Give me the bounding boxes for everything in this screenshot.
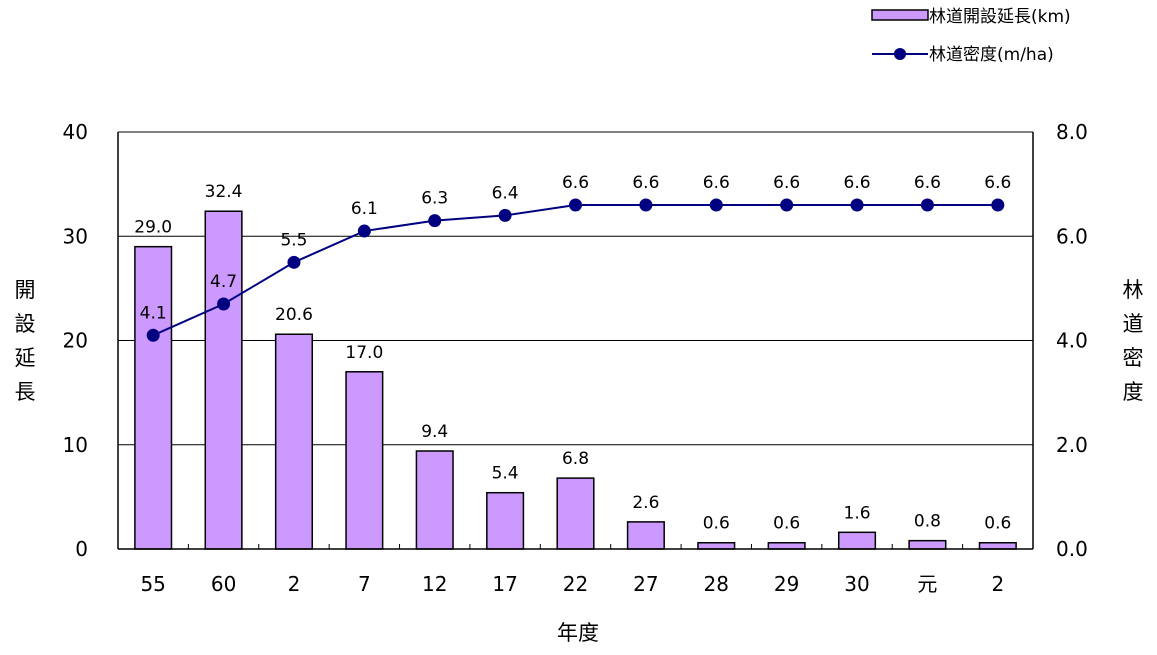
- line-value-label: 6.1: [351, 199, 378, 219]
- legend-bar-label: 林道開設延長(km): [929, 7, 1071, 27]
- bar: [556, 477, 595, 550]
- bar-value-label: 17.0: [345, 343, 383, 363]
- y-tick-label: 10: [63, 433, 88, 457]
- y2-tick-label: 8.0: [1056, 120, 1088, 144]
- line-value-label: 6.6: [632, 173, 659, 193]
- y2-axis-title-char: 密: [1123, 346, 1144, 370]
- legend-line-label: 林道密度(m/ha): [929, 45, 1054, 65]
- y2-axis-title: 林道密度: [1123, 278, 1144, 404]
- bar-value-label: 0.8: [914, 512, 941, 532]
- bar-value-label: 20.6: [275, 305, 313, 325]
- bar: [345, 371, 384, 550]
- line-value-label: 6.6: [844, 173, 871, 193]
- legend-bar-swatch: [871, 9, 929, 21]
- bar: [908, 539, 947, 550]
- x-tick-label: 60: [211, 572, 236, 596]
- bar: [274, 333, 314, 550]
- line-value-label: 6.6: [914, 173, 941, 193]
- y-tick-label: 0: [75, 537, 88, 561]
- line-point: [357, 224, 371, 238]
- x-tick-label: 2: [288, 572, 301, 596]
- x-tick-label: 30: [844, 572, 869, 596]
- y-tick-label: 30: [63, 224, 88, 248]
- line-point: [498, 208, 512, 222]
- x-tick-label: 元: [917, 572, 937, 596]
- line-point: [709, 198, 723, 212]
- bar-value-label: 9.4: [421, 422, 448, 442]
- bar: [204, 210, 243, 550]
- y2-tick-label: 4.0: [1056, 329, 1088, 353]
- line-value-label: 5.5: [280, 230, 307, 250]
- line-point: [217, 297, 231, 311]
- bar-value-label: 29.0: [134, 218, 172, 238]
- line-point: [287, 255, 301, 269]
- line-point: [639, 198, 653, 212]
- y-axis-title-char: 設: [15, 312, 36, 336]
- bar: [978, 541, 1017, 550]
- y2-tick-label: 0.0: [1056, 537, 1088, 561]
- x-tick-label: 17: [492, 572, 517, 596]
- line-value-label: 6.4: [492, 183, 519, 203]
- line-value-label: 6.6: [773, 173, 800, 193]
- y-tick-label: 40: [63, 120, 88, 144]
- line-point: [146, 328, 160, 342]
- x-tick-label: 28: [704, 572, 729, 596]
- line-value-label: 6.6: [984, 173, 1011, 193]
- y-axis-title-char: 長: [15, 380, 36, 404]
- y2-axis-title-char: 林: [1123, 278, 1144, 302]
- bar-series: [134, 210, 1017, 550]
- x-tick-label: 12: [422, 572, 447, 596]
- line-point: [991, 198, 1005, 212]
- line-value-label: 4.1: [140, 303, 167, 323]
- x-tick-label: 55: [140, 572, 165, 596]
- line-point: [920, 198, 934, 212]
- y2-tick-label: 6.0: [1056, 224, 1088, 248]
- bar: [415, 450, 454, 550]
- y2-tick-label: 2.0: [1056, 433, 1088, 457]
- bar-value-label: 0.6: [984, 514, 1011, 534]
- y-axis-title-char: 開: [15, 278, 36, 302]
- y2-axis-title-char: 度: [1123, 380, 1144, 404]
- x-tick-label: 29: [774, 572, 799, 596]
- x-tick-label: 2: [991, 572, 1004, 596]
- bar: [486, 491, 525, 550]
- line-point: [569, 198, 582, 212]
- bar-value-label: 32.4: [205, 182, 243, 202]
- line-point: [428, 214, 442, 228]
- line-value-label: 6.3: [421, 189, 448, 209]
- legend: 林道開設延長(km) 林道密度(m/ha): [871, 7, 1071, 65]
- x-tick-label: 7: [358, 572, 371, 596]
- line-point: [780, 198, 794, 212]
- bar-value-label: 5.4: [492, 464, 519, 484]
- line-point: [850, 198, 864, 212]
- bar-value-label: 0.6: [703, 514, 730, 534]
- bar-value-label: 6.8: [562, 449, 589, 469]
- line-value-label: 6.6: [703, 173, 730, 193]
- bar: [697, 541, 736, 550]
- bar: [837, 531, 877, 550]
- y-axis-title-char: 延: [15, 346, 36, 370]
- y2-axis-title-char: 道: [1123, 312, 1144, 336]
- line-series: [146, 198, 1005, 342]
- x-tick-label: 22: [563, 572, 588, 596]
- bar-value-label: 0.6: [773, 514, 800, 534]
- bar-value-label: 2.6: [632, 493, 659, 513]
- line-value-label: 6.6: [562, 173, 589, 193]
- line-value-label: 4.7: [210, 272, 237, 292]
- y-axis-title: 開設延長: [15, 278, 36, 404]
- legend-line-marker: [894, 48, 906, 60]
- bar: [134, 245, 173, 550]
- bar: [767, 541, 806, 550]
- x-axis-title: 年度: [557, 621, 599, 645]
- data-labels: 29.0 32.4 20.6 17.0 9.4 5.4 6.8 2.6 0.6 0.6 1.6 0.8…: [134, 173, 1011, 534]
- y-tick-label: 20: [63, 329, 88, 353]
- bar-value-label: 1.6: [844, 503, 871, 523]
- bar: [626, 521, 665, 550]
- x-tick-label: 27: [633, 572, 658, 596]
